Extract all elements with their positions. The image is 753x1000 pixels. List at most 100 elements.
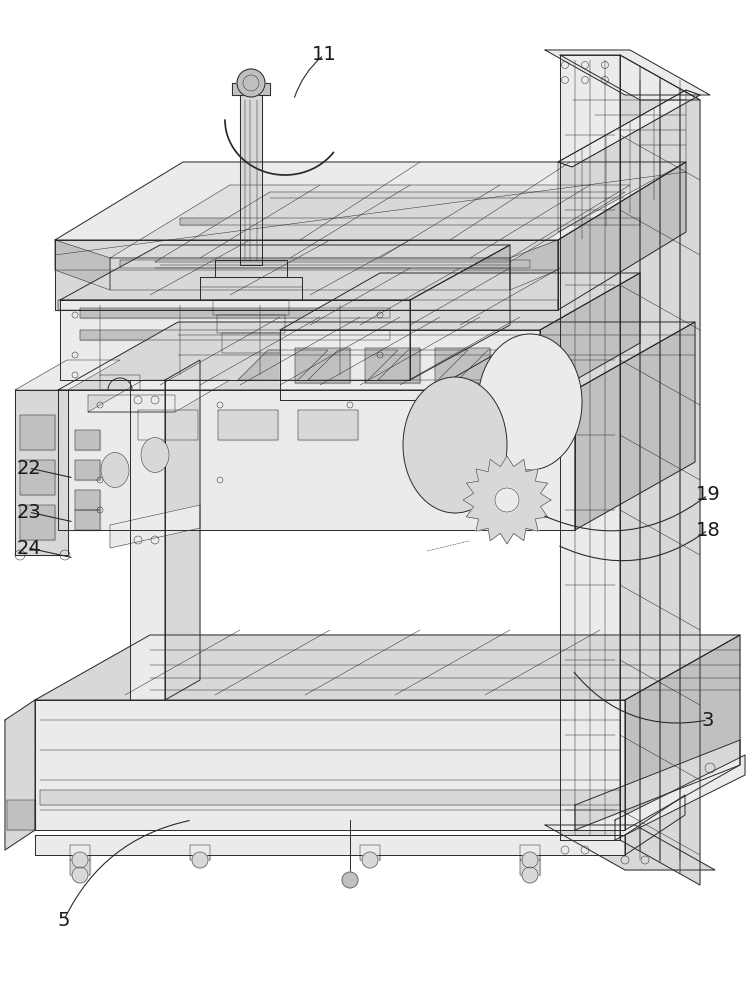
Polygon shape: [510, 240, 558, 290]
Polygon shape: [410, 245, 510, 380]
Polygon shape: [615, 755, 745, 840]
Polygon shape: [35, 635, 740, 700]
Circle shape: [342, 872, 358, 888]
Polygon shape: [58, 322, 695, 390]
Polygon shape: [295, 348, 350, 383]
Polygon shape: [575, 322, 695, 530]
Polygon shape: [558, 90, 686, 232]
Polygon shape: [155, 192, 625, 262]
Polygon shape: [138, 410, 198, 440]
Polygon shape: [80, 308, 390, 318]
Circle shape: [72, 852, 88, 868]
Polygon shape: [558, 90, 700, 167]
Polygon shape: [190, 845, 210, 860]
Polygon shape: [75, 430, 100, 450]
Ellipse shape: [101, 452, 129, 488]
Polygon shape: [180, 218, 640, 225]
Polygon shape: [232, 83, 270, 95]
Polygon shape: [520, 845, 540, 860]
Polygon shape: [458, 350, 548, 380]
Circle shape: [522, 867, 538, 883]
Polygon shape: [55, 240, 110, 290]
Polygon shape: [540, 273, 640, 400]
Polygon shape: [15, 390, 68, 555]
Text: 5: 5: [58, 910, 70, 930]
Text: 23: 23: [17, 502, 41, 522]
Polygon shape: [75, 460, 100, 480]
Polygon shape: [58, 300, 558, 310]
Circle shape: [362, 852, 378, 868]
Ellipse shape: [403, 377, 507, 513]
Polygon shape: [240, 95, 262, 265]
Circle shape: [192, 852, 208, 868]
Polygon shape: [100, 375, 140, 390]
Polygon shape: [40, 790, 620, 805]
Polygon shape: [545, 50, 710, 95]
Polygon shape: [7, 800, 35, 830]
Circle shape: [72, 867, 88, 883]
Polygon shape: [280, 273, 640, 330]
Polygon shape: [130, 380, 165, 700]
Polygon shape: [378, 350, 468, 380]
Polygon shape: [60, 245, 510, 300]
Polygon shape: [620, 55, 700, 885]
Polygon shape: [70, 860, 90, 875]
Polygon shape: [20, 505, 55, 540]
Polygon shape: [60, 300, 410, 380]
Polygon shape: [58, 390, 575, 530]
Polygon shape: [110, 258, 510, 290]
Circle shape: [495, 488, 519, 512]
Polygon shape: [280, 330, 540, 400]
Polygon shape: [35, 835, 625, 855]
Polygon shape: [560, 55, 620, 840]
Polygon shape: [80, 330, 390, 340]
Polygon shape: [20, 460, 55, 495]
Ellipse shape: [141, 438, 169, 473]
Polygon shape: [545, 825, 715, 870]
Polygon shape: [165, 360, 200, 700]
Polygon shape: [308, 350, 398, 380]
Polygon shape: [520, 860, 540, 875]
Polygon shape: [218, 410, 278, 440]
Polygon shape: [215, 260, 287, 277]
Polygon shape: [575, 740, 740, 830]
Polygon shape: [110, 505, 200, 548]
Polygon shape: [75, 490, 100, 510]
Polygon shape: [75, 510, 100, 530]
Polygon shape: [238, 350, 328, 380]
Polygon shape: [15, 360, 120, 390]
Circle shape: [522, 852, 538, 868]
Polygon shape: [217, 315, 285, 333]
Text: 24: 24: [17, 538, 41, 558]
Polygon shape: [5, 700, 35, 850]
Text: 18: 18: [696, 520, 720, 540]
Polygon shape: [298, 410, 358, 440]
Polygon shape: [365, 348, 420, 383]
Ellipse shape: [478, 334, 582, 470]
Polygon shape: [120, 260, 530, 268]
Polygon shape: [625, 795, 685, 855]
Polygon shape: [20, 415, 55, 450]
Text: 11: 11: [312, 45, 336, 64]
Polygon shape: [558, 90, 700, 167]
Polygon shape: [435, 348, 490, 383]
Circle shape: [237, 69, 265, 97]
Polygon shape: [360, 845, 380, 860]
Polygon shape: [558, 162, 686, 310]
Polygon shape: [560, 55, 700, 100]
Polygon shape: [222, 333, 280, 353]
Text: 3: 3: [702, 710, 714, 730]
Polygon shape: [88, 380, 230, 412]
Polygon shape: [213, 300, 289, 315]
Polygon shape: [200, 277, 302, 300]
Text: 22: 22: [17, 458, 41, 478]
Polygon shape: [35, 700, 625, 830]
Polygon shape: [110, 185, 630, 258]
Polygon shape: [625, 635, 740, 830]
Polygon shape: [88, 395, 175, 412]
Text: 19: 19: [696, 486, 720, 504]
Polygon shape: [70, 845, 90, 860]
Polygon shape: [55, 240, 558, 310]
Polygon shape: [55, 162, 686, 240]
Polygon shape: [463, 456, 551, 544]
